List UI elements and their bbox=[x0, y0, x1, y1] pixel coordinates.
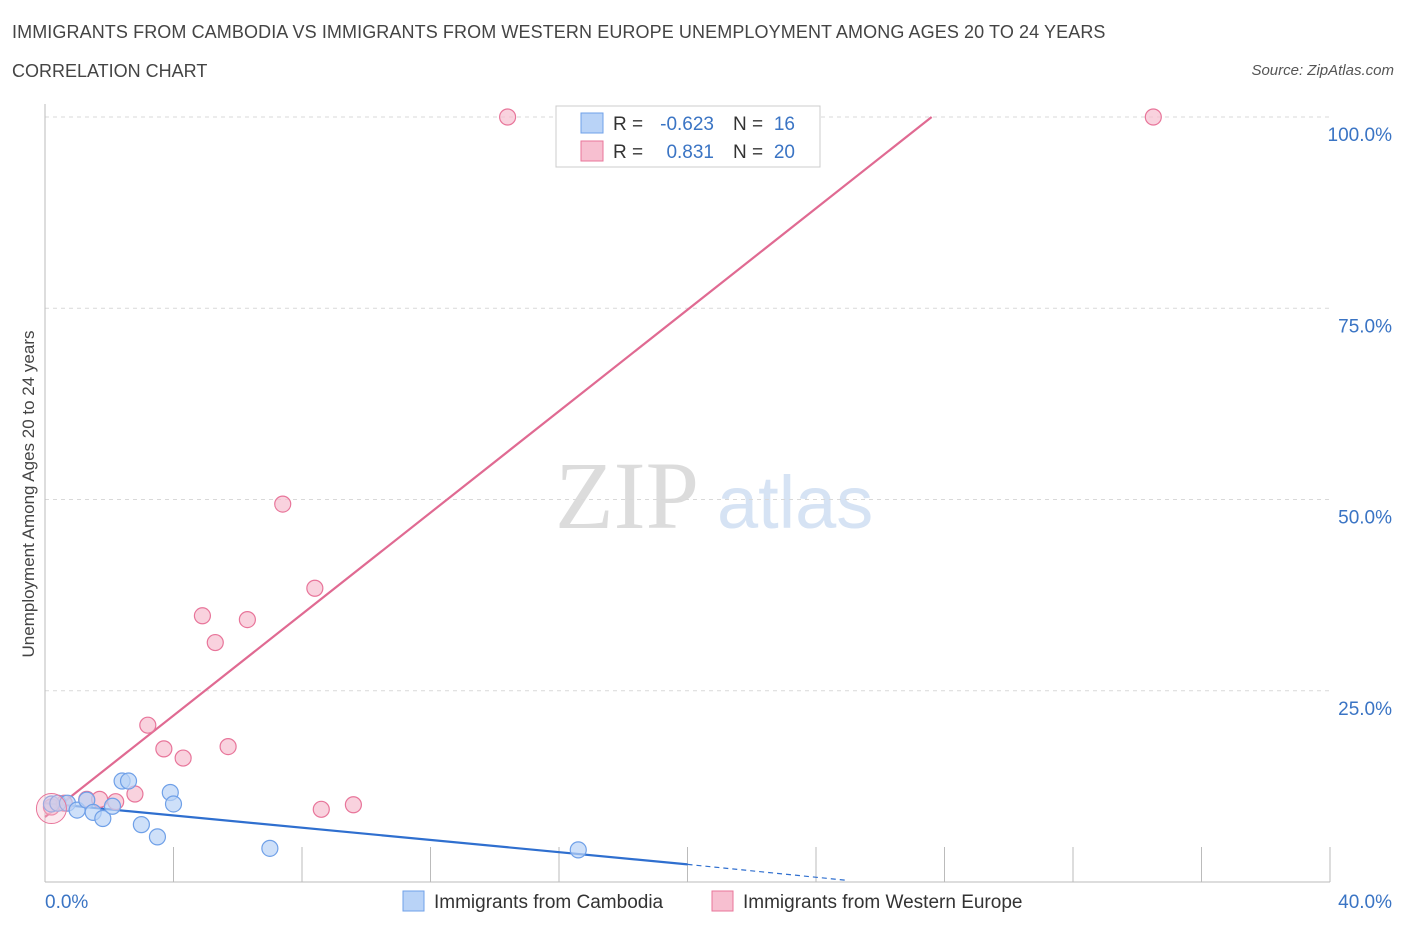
tick-labels: 25.0% 50.0% 75.0% 100.0% 0.0% 40.0% bbox=[45, 125, 1392, 913]
chart-subtitle: CORRELATION CHART bbox=[12, 61, 208, 81]
stats-n-label-western-europe: N = bbox=[733, 142, 763, 163]
point-cambodia-13 bbox=[164, 795, 183, 813]
stats-r-value-cambodia: -0.623 bbox=[660, 114, 714, 135]
stats-n-label-cambodia: N = bbox=[733, 114, 763, 135]
trend-line-cambodia-extension bbox=[687, 863, 849, 882]
chart-title: IMMIGRANTS FROM CAMBODIA VS IMMIGRANTS F… bbox=[12, 22, 1106, 42]
point-cambodia-6 bbox=[94, 809, 112, 828]
stats-n-value-cambodia: 16 bbox=[774, 114, 795, 135]
stats-swatch-cambodia bbox=[580, 112, 604, 134]
point-cambodia-7 bbox=[103, 797, 122, 815]
point-western-europe-10 bbox=[206, 633, 224, 652]
gridlines bbox=[45, 116, 1330, 692]
point-western-europe-6 bbox=[139, 716, 157, 734]
y-tick-label-2: 75.0% bbox=[1338, 316, 1392, 337]
stats-r-label-western-europe: R = bbox=[613, 142, 643, 163]
point-western-europe-12 bbox=[238, 611, 256, 629]
point-cambodia-14 bbox=[261, 839, 279, 857]
point-western-europe-7 bbox=[155, 740, 173, 758]
y-tick-label-3: 100.0% bbox=[1328, 125, 1393, 146]
legend-swatch-cambodia bbox=[402, 890, 425, 912]
bottom-legend: Immigrants from Cambodia Immigrants from… bbox=[402, 890, 1022, 913]
data-points bbox=[35, 108, 1162, 859]
point-western-europe-11 bbox=[219, 737, 237, 756]
point-western-europe-cluster bbox=[35, 793, 67, 825]
stats-legend: R = -0.623 N = 16 R = 0.831 N = 20 bbox=[555, 105, 821, 168]
point-western-europe-15 bbox=[312, 800, 330, 818]
point-cambodia-10 bbox=[132, 816, 150, 834]
legend-label-western-europe: Immigrants from Western Europe bbox=[743, 892, 1022, 913]
point-western-europe-8 bbox=[174, 749, 192, 767]
source-label: Source: ZipAtlas.com bbox=[1251, 62, 1394, 79]
x-tick-label-1: 40.0% bbox=[1338, 892, 1392, 913]
point-western-europe-16 bbox=[344, 796, 362, 814]
trend-line-cambodia bbox=[44, 802, 688, 866]
y-tick-label-0: 25.0% bbox=[1338, 699, 1392, 720]
point-cambodia-11 bbox=[148, 828, 167, 846]
trend-line-western-europe bbox=[44, 116, 933, 818]
stats-r-label-cambodia: R = bbox=[613, 114, 643, 135]
watermark-zip: ZIP bbox=[555, 442, 699, 549]
point-western-europe-19 bbox=[1144, 108, 1162, 126]
stats-swatch-western-europe bbox=[580, 140, 604, 162]
legend-label-cambodia: Immigrants from Cambodia bbox=[434, 892, 664, 913]
point-western-europe-9 bbox=[193, 607, 212, 625]
point-western-europe-17 bbox=[499, 108, 517, 126]
point-western-europe-13 bbox=[274, 495, 292, 513]
y-axis-label: Unemployment Among Ages 20 to 24 years bbox=[19, 331, 38, 658]
point-western-europe-14 bbox=[306, 579, 324, 597]
watermark-atlas: atlas bbox=[717, 461, 873, 544]
legend-swatch-western-europe bbox=[711, 890, 734, 912]
y-tick-label-1: 50.0% bbox=[1338, 508, 1392, 529]
point-cambodia-15 bbox=[569, 841, 587, 859]
point-cambodia-9 bbox=[119, 772, 138, 790]
stats-n-value-western-europe: 20 bbox=[774, 142, 795, 163]
stats-r-value-western-europe: 0.831 bbox=[666, 142, 714, 163]
x-tick-label-0: 0.0% bbox=[45, 892, 88, 913]
